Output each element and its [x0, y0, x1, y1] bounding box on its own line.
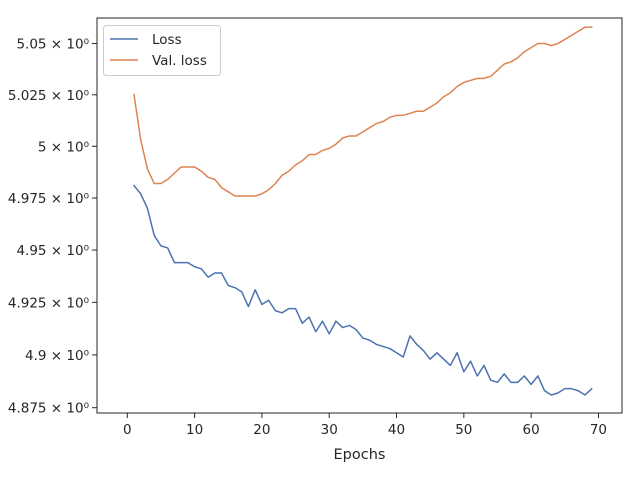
- y-tick-label: 4.925 × 10⁰: [8, 295, 89, 311]
- legend-label-val-loss: Val. loss: [152, 53, 207, 69]
- series-line-val-loss: [133, 26, 593, 197]
- x-tick-label: 0: [123, 422, 132, 438]
- plot-frame: [96, 17, 623, 414]
- plot-area: [96, 17, 623, 414]
- y-tick-label: 5.025 × 10⁰: [8, 88, 89, 104]
- x-tick-label: 40: [388, 422, 405, 438]
- x-tick-label: 20: [253, 422, 270, 438]
- x-tick-label: 30: [321, 422, 338, 438]
- y-axis: 4.875 × 10⁰ 4.9 × 10⁰ 4.925 × 10⁰ 4.95 × 10…: [8, 37, 97, 417]
- legend: Loss Val. loss: [103, 25, 221, 76]
- x-axis: 0 10 20 30 40 50 60 70: [123, 413, 607, 438]
- series-layer: [132, 26, 593, 396]
- y-tick-label: 5.05 × 10⁰: [16, 37, 89, 53]
- y-tick-label: 4.975 × 10⁰: [8, 191, 89, 207]
- x-tick-label: 60: [523, 422, 540, 438]
- legend-label-loss: Loss: [152, 32, 182, 48]
- y-tick-label: 4.95 × 10⁰: [16, 243, 89, 259]
- x-tick-label: 10: [186, 422, 203, 438]
- y-tick-label: 4.875 × 10⁰: [8, 401, 89, 417]
- y-tick-label: 5 × 10⁰: [38, 139, 89, 155]
- x-axis-label: Epochs: [334, 447, 386, 463]
- legend-box: [103, 25, 221, 76]
- y-tick-label: 4.9 × 10⁰: [25, 348, 89, 364]
- x-tick-label: 70: [590, 422, 607, 438]
- x-tick-label: 50: [455, 422, 472, 438]
- series-line-loss: [132, 184, 593, 396]
